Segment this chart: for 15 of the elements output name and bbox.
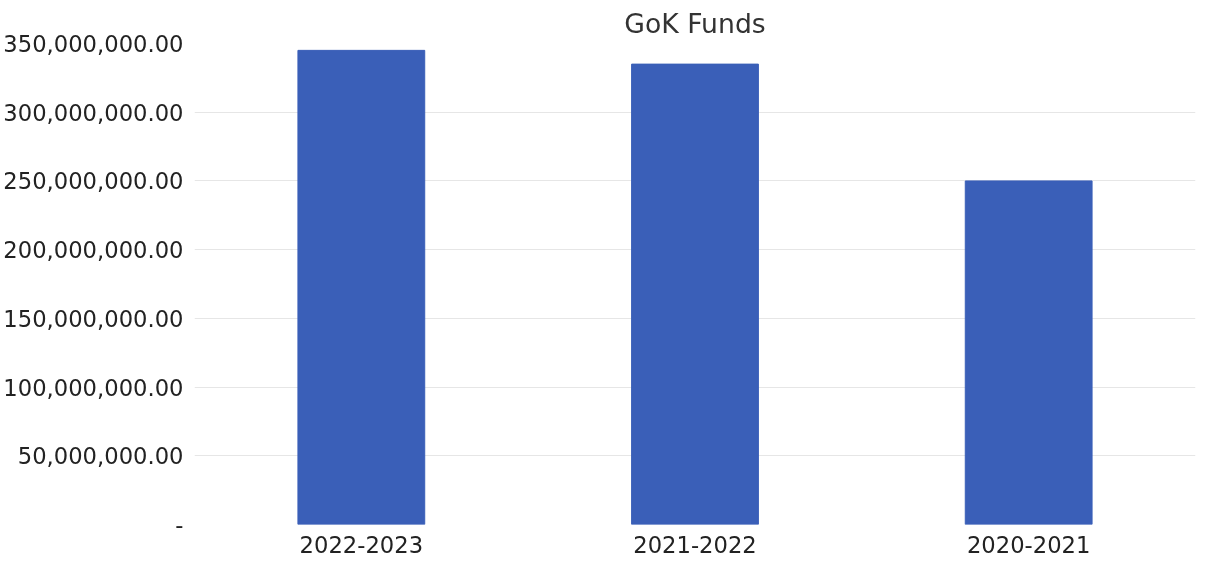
y-tick-label: 100,000,000.00 bbox=[3, 374, 184, 401]
bar bbox=[964, 180, 1093, 525]
bar bbox=[631, 63, 759, 525]
y-tick-label: - bbox=[175, 512, 184, 538]
y-tick-label: 200,000,000.00 bbox=[3, 237, 184, 264]
y-tick-label: 350,000,000.00 bbox=[3, 31, 184, 57]
x-tick-label: 2021-2022 bbox=[633, 531, 757, 558]
x-tick-label: 2020-2021 bbox=[966, 531, 1091, 558]
chart-title: GoK Funds bbox=[624, 7, 766, 39]
x-tick-label: 2022-2023 bbox=[299, 531, 424, 558]
bar bbox=[297, 49, 426, 525]
y-tick-label: 300,000,000.00 bbox=[3, 99, 184, 126]
y-tick-label: 50,000,000.00 bbox=[17, 443, 184, 470]
y-tick-label: 250,000,000.00 bbox=[3, 168, 184, 195]
y-tick-label: 150,000,000.00 bbox=[3, 305, 184, 332]
